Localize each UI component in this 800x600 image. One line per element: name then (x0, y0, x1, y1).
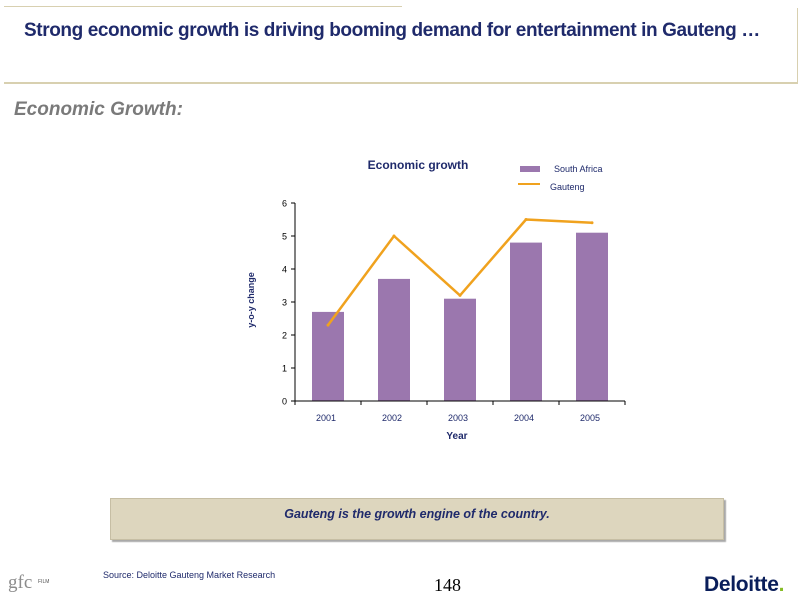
bar-2005 (576, 232, 608, 401)
deloitte-logo: Deloitte. (704, 573, 784, 597)
y-tick-label: 0 (282, 397, 287, 407)
y-tick-label: 6 (282, 199, 287, 209)
legend-label-gauteng: Gauteng (550, 182, 585, 192)
bar-2001 (312, 311, 344, 401)
deloitte-logo-dot: . (778, 573, 785, 596)
point-2005 (590, 221, 594, 225)
gfc-logo-subtext: FILM (38, 579, 50, 585)
legend-swatch-south-africa (520, 166, 540, 172)
x-axis-label: Year (446, 431, 467, 442)
gfc-film-logo: gfc FILM (8, 572, 52, 596)
point-2001 (326, 323, 330, 327)
bar-series (312, 232, 608, 401)
title-frame (4, 8, 798, 84)
source-note: Source: Deloitte Gauteng Market Research (103, 570, 276, 580)
y-tick-label: 1 (282, 364, 287, 374)
y-tick-label: 4 (282, 265, 287, 275)
economic-growth-chart: Economic growth y-o-y change Year South … (246, 158, 626, 442)
y-tick-label: 5 (282, 232, 287, 242)
tick-labels: 0 1 2 3 4 5 6 2001 2002 2003 2004 2005 (282, 199, 600, 424)
y-tick-label: 3 (282, 298, 287, 308)
chart-title: Economic growth (368, 158, 469, 172)
gfc-logo-letters: gfc (8, 572, 33, 593)
bar-2002 (378, 278, 410, 401)
page-title: Strong economic growth is driving boomin… (24, 20, 760, 41)
title-top-rule (4, 6, 402, 7)
point-2004 (524, 218, 528, 221)
point-2002 (392, 234, 396, 238)
callout-text: Gauteng is the growth engine of the coun… (284, 507, 550, 521)
line-series (326, 218, 594, 327)
legend-label-south-africa: South Africa (554, 164, 603, 174)
point-2003 (458, 293, 462, 297)
x-tick-label: 2002 (382, 413, 402, 423)
bar-2003 (444, 298, 476, 401)
x-tick-label: 2004 (514, 413, 534, 423)
page-number: 148 (434, 575, 461, 595)
section-heading: Economic Growth: (14, 99, 183, 120)
callout-box: Gauteng is the growth engine of the coun… (110, 498, 724, 540)
x-tick-label: 2003 (448, 413, 468, 423)
bar-2004 (510, 242, 542, 401)
x-tick-label: 2005 (580, 413, 600, 423)
x-tick-label: 2001 (316, 413, 336, 423)
chart-legend: South Africa Gauteng (518, 164, 603, 192)
y-tick-label: 2 (282, 331, 287, 341)
deloitte-logo-text: Deloitte (704, 573, 779, 596)
chart-axes (291, 202, 626, 405)
y-axis-label: y-o-y change (246, 272, 256, 328)
